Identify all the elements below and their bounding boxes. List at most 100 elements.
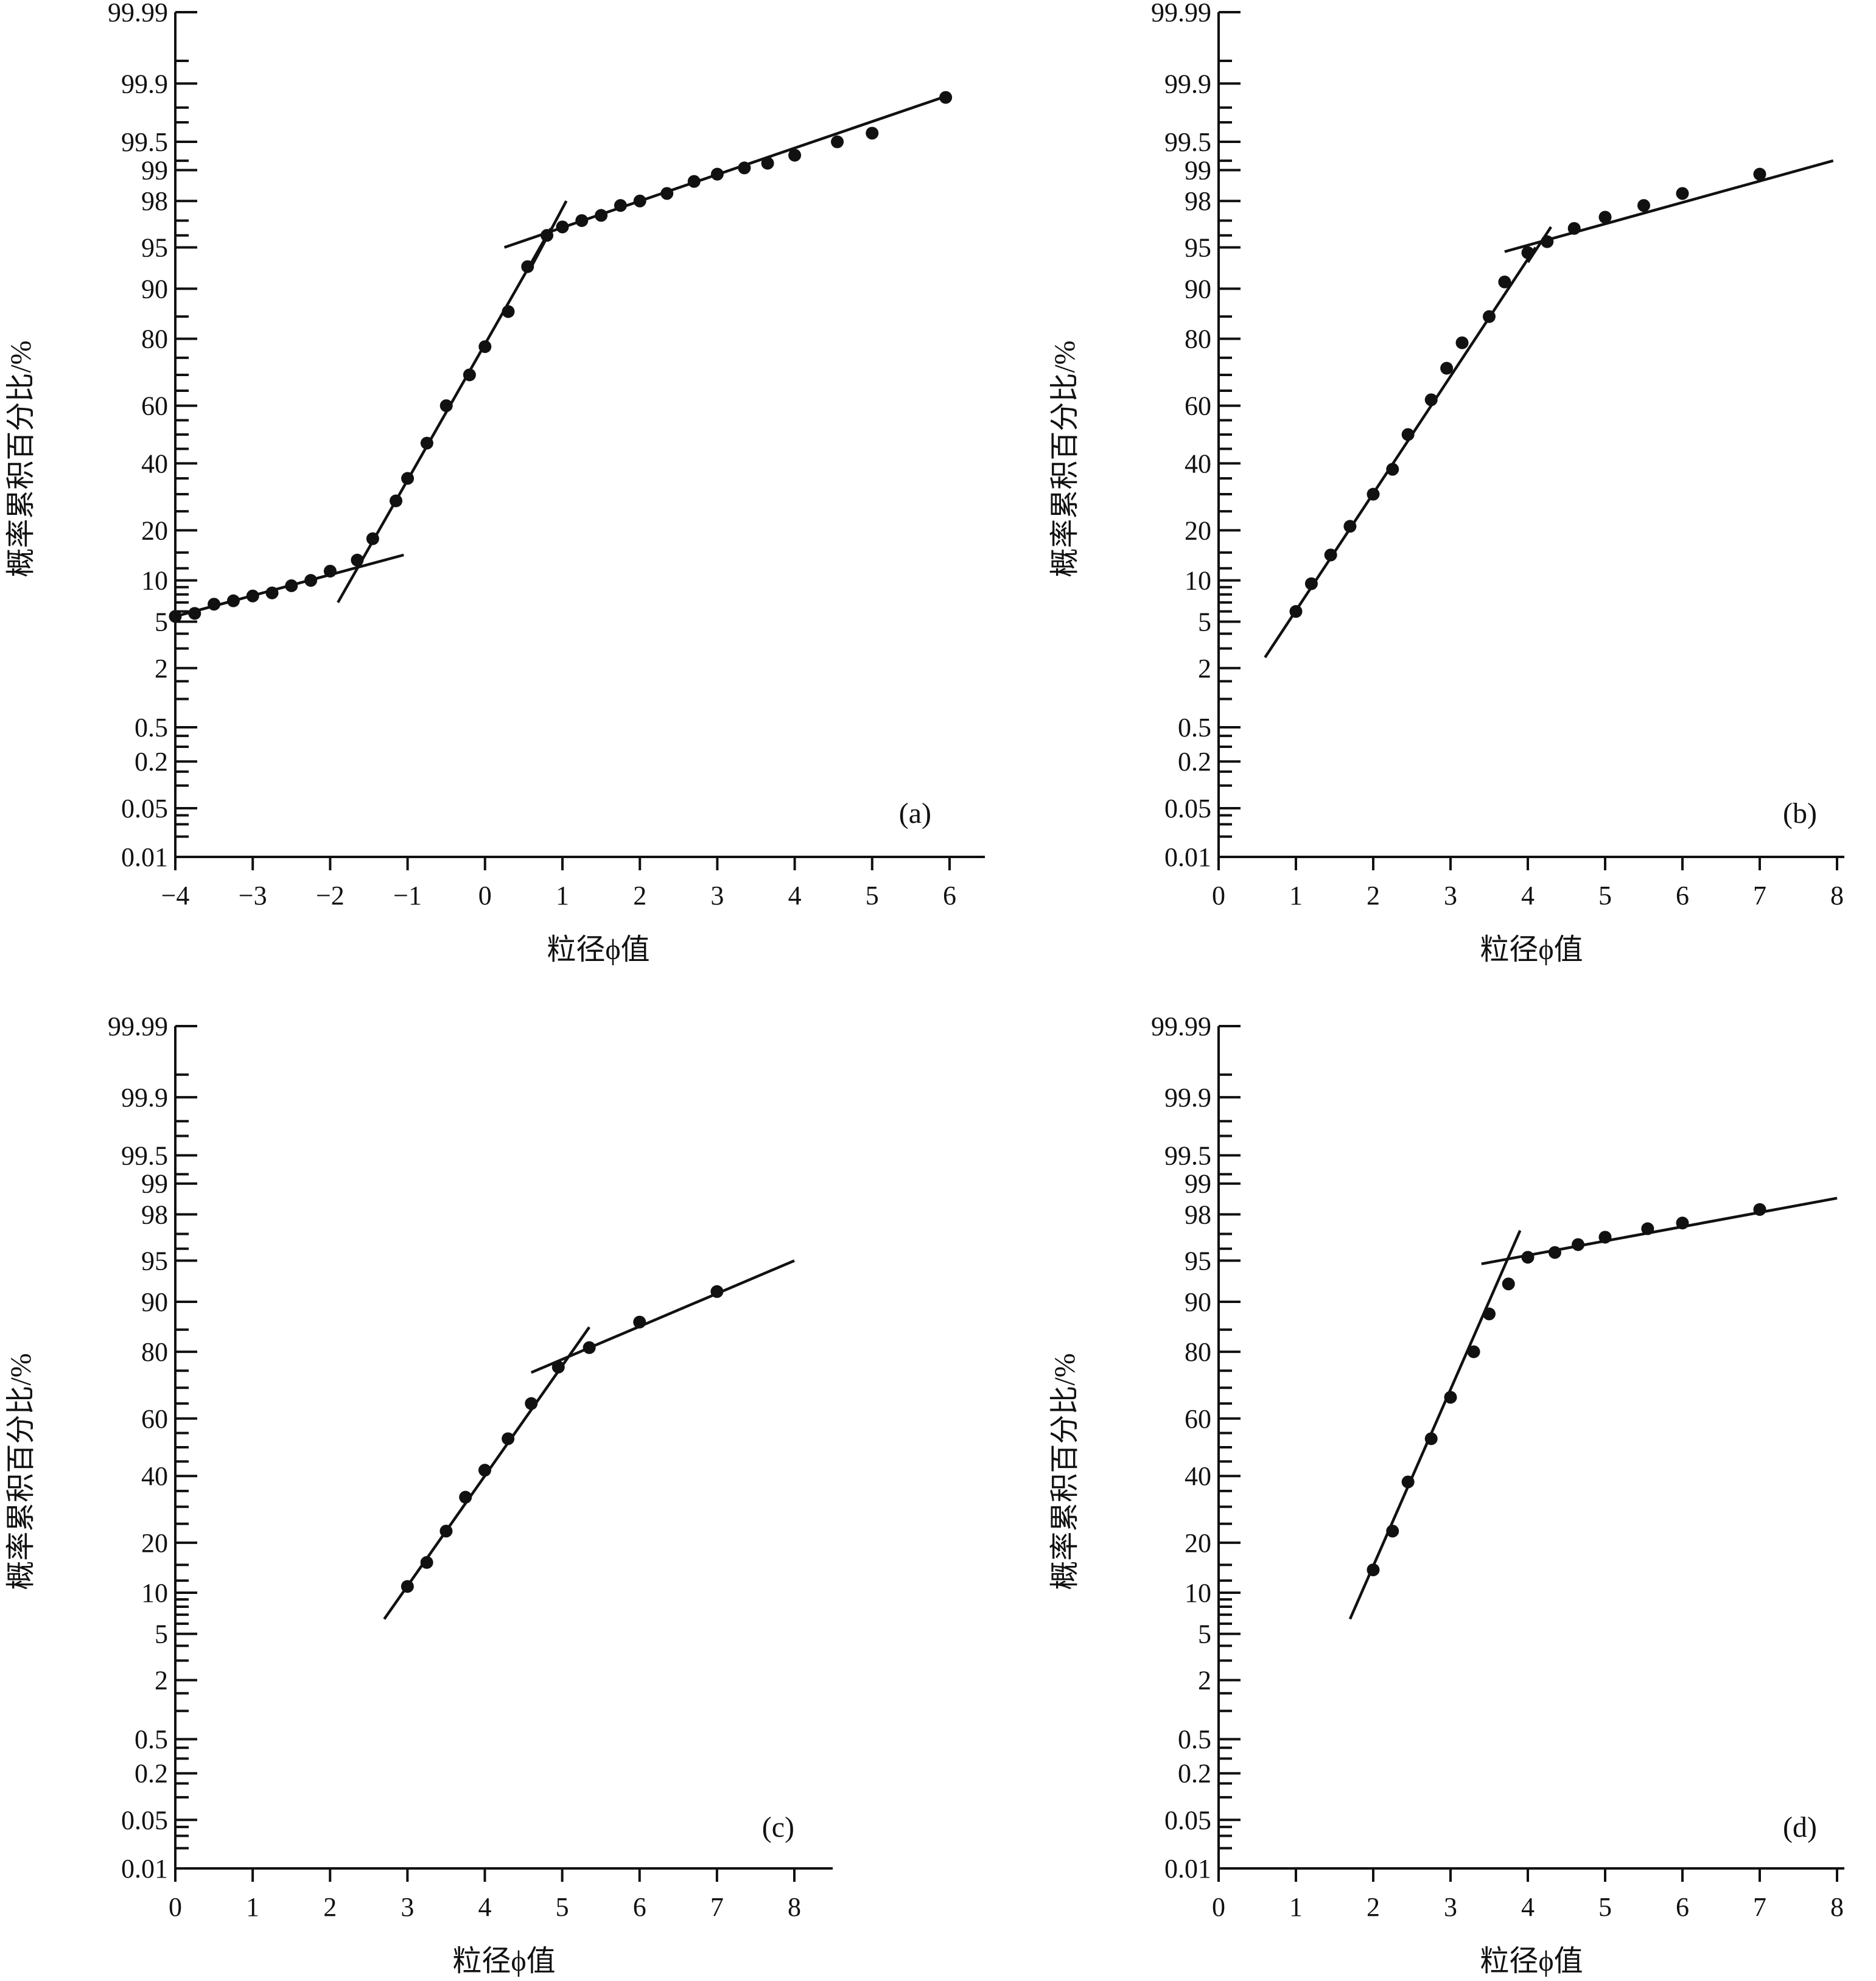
x-tick-label: 2 xyxy=(1367,881,1380,910)
data-point xyxy=(583,1341,596,1354)
y-tick-label: 10 xyxy=(141,566,168,596)
x-tick-label: 1 xyxy=(556,881,569,910)
x-tick-label: 5 xyxy=(1598,1892,1612,1922)
data-point xyxy=(401,1580,414,1593)
data-point xyxy=(551,1360,565,1374)
y-tick-label: 95 xyxy=(141,232,168,262)
x-tick-label: 4 xyxy=(1521,881,1535,910)
y-tick-label: 90 xyxy=(1185,1287,1211,1317)
y-tick-label: 10 xyxy=(141,1578,168,1608)
data-point xyxy=(1386,1525,1399,1538)
x-tick-label: 6 xyxy=(633,1892,646,1922)
data-point xyxy=(1401,428,1415,441)
data-point xyxy=(226,594,240,607)
data-point xyxy=(351,553,364,567)
data-point xyxy=(1386,463,1399,476)
data-point xyxy=(1444,1391,1457,1404)
fit-line-2 xyxy=(1504,159,1834,253)
fit-line-1 xyxy=(1348,1229,1522,1620)
data-point xyxy=(1424,1432,1438,1445)
data-point xyxy=(1343,520,1357,533)
data-point xyxy=(188,607,201,620)
data-point xyxy=(1753,167,1766,181)
y-tick-label: 2 xyxy=(1198,654,1211,683)
y-tick-label: 0.5 xyxy=(1178,713,1211,742)
data-point xyxy=(1304,577,1318,590)
y-tick-label: 99 xyxy=(141,1169,168,1199)
fit-line-2 xyxy=(1481,1197,1838,1265)
x-tick-label: −4 xyxy=(161,881,190,910)
data-point xyxy=(1521,1251,1535,1264)
y-tick-label: 0.2 xyxy=(135,747,168,777)
panel-a: 0.010.050.20.52510204060809095989999.599… xyxy=(5,0,985,966)
y-tick-label: 98 xyxy=(141,186,168,216)
y-axis-title: 概率累积百分比/% xyxy=(5,1353,37,1590)
fit-line-2 xyxy=(337,228,552,604)
y-tick-label: 0.5 xyxy=(135,713,168,742)
data-point xyxy=(1367,487,1380,501)
data-point xyxy=(614,199,627,212)
x-tick-label: 2 xyxy=(1367,1892,1380,1922)
x-axis-title: 粒径ϕ值 xyxy=(1480,934,1583,966)
y-tick-label: 0.5 xyxy=(135,1725,168,1755)
x-tick-label: 3 xyxy=(1444,1892,1457,1922)
y-tick-label: 99.9 xyxy=(121,69,168,99)
panel-label: (d) xyxy=(1783,1811,1817,1843)
y-tick-label: 99 xyxy=(1185,1169,1211,1199)
y-tick-label: 20 xyxy=(1185,515,1211,545)
x-tick-label: 5 xyxy=(1598,881,1612,910)
x-tick-label: 5 xyxy=(556,1892,569,1922)
y-tick-label: 20 xyxy=(141,515,168,545)
data-point xyxy=(1467,1345,1480,1358)
data-point xyxy=(366,532,379,545)
panel-b: 0.010.050.20.52510204060809095989999.599… xyxy=(1049,0,1844,966)
x-axis-title: 粒径ϕ值 xyxy=(452,1945,555,1977)
y-tick-label: 0.5 xyxy=(1178,1725,1211,1755)
x-tick-label: −1 xyxy=(393,881,422,910)
y-tick-label: 20 xyxy=(1185,1528,1211,1558)
data-point xyxy=(1289,605,1303,618)
data-point xyxy=(478,340,492,354)
data-point xyxy=(525,1397,538,1410)
x-tick-label: 1 xyxy=(1289,1892,1303,1922)
y-tick-label: 80 xyxy=(1185,1337,1211,1367)
y-tick-label: 2 xyxy=(1198,1666,1211,1696)
data-point xyxy=(1440,362,1454,375)
data-point xyxy=(710,167,724,181)
y-tick-label: 40 xyxy=(141,1461,168,1491)
y-tick-label: 95 xyxy=(1185,1246,1211,1276)
data-point xyxy=(595,209,608,222)
data-point xyxy=(420,436,433,450)
y-tick-label: 0.05 xyxy=(121,1805,168,1835)
data-point xyxy=(1548,1246,1561,1259)
y-tick-label: 0.2 xyxy=(1178,1759,1211,1789)
data-point xyxy=(1541,235,1554,248)
y-tick-label: 80 xyxy=(141,1337,168,1367)
x-tick-label: 3 xyxy=(1444,881,1457,910)
y-tick-label: 20 xyxy=(141,1528,168,1558)
data-point xyxy=(541,229,554,242)
y-tick-label: 60 xyxy=(141,1404,168,1434)
y-tick-label: 90 xyxy=(141,1287,168,1317)
y-tick-label: 99.99 xyxy=(1151,1011,1211,1041)
x-axis-title: 粒径ϕ值 xyxy=(1480,1945,1583,1977)
y-tick-label: 0.05 xyxy=(1164,794,1211,823)
x-tick-label: 3 xyxy=(401,1892,414,1922)
y-tick-label: 0.01 xyxy=(121,1854,168,1884)
x-tick-label: 1 xyxy=(246,1892,259,1922)
data-point xyxy=(761,156,774,170)
y-tick-label: 80 xyxy=(141,324,168,354)
y-tick-label: 5 xyxy=(1198,607,1211,637)
y-axis-title: 概率累积百分比/% xyxy=(1049,340,1081,577)
y-tick-label: 95 xyxy=(1185,232,1211,262)
data-point xyxy=(420,1556,433,1569)
y-tick-label: 2 xyxy=(155,1666,168,1696)
x-tick-label: 5 xyxy=(866,881,879,910)
y-tick-label: 98 xyxy=(1185,186,1211,216)
data-point xyxy=(1498,275,1511,288)
x-tick-label: −3 xyxy=(239,881,267,910)
data-point xyxy=(633,1315,646,1329)
x-tick-label: 0 xyxy=(478,881,492,910)
data-point xyxy=(1483,310,1496,323)
x-tick-label: 6 xyxy=(1676,1892,1689,1922)
